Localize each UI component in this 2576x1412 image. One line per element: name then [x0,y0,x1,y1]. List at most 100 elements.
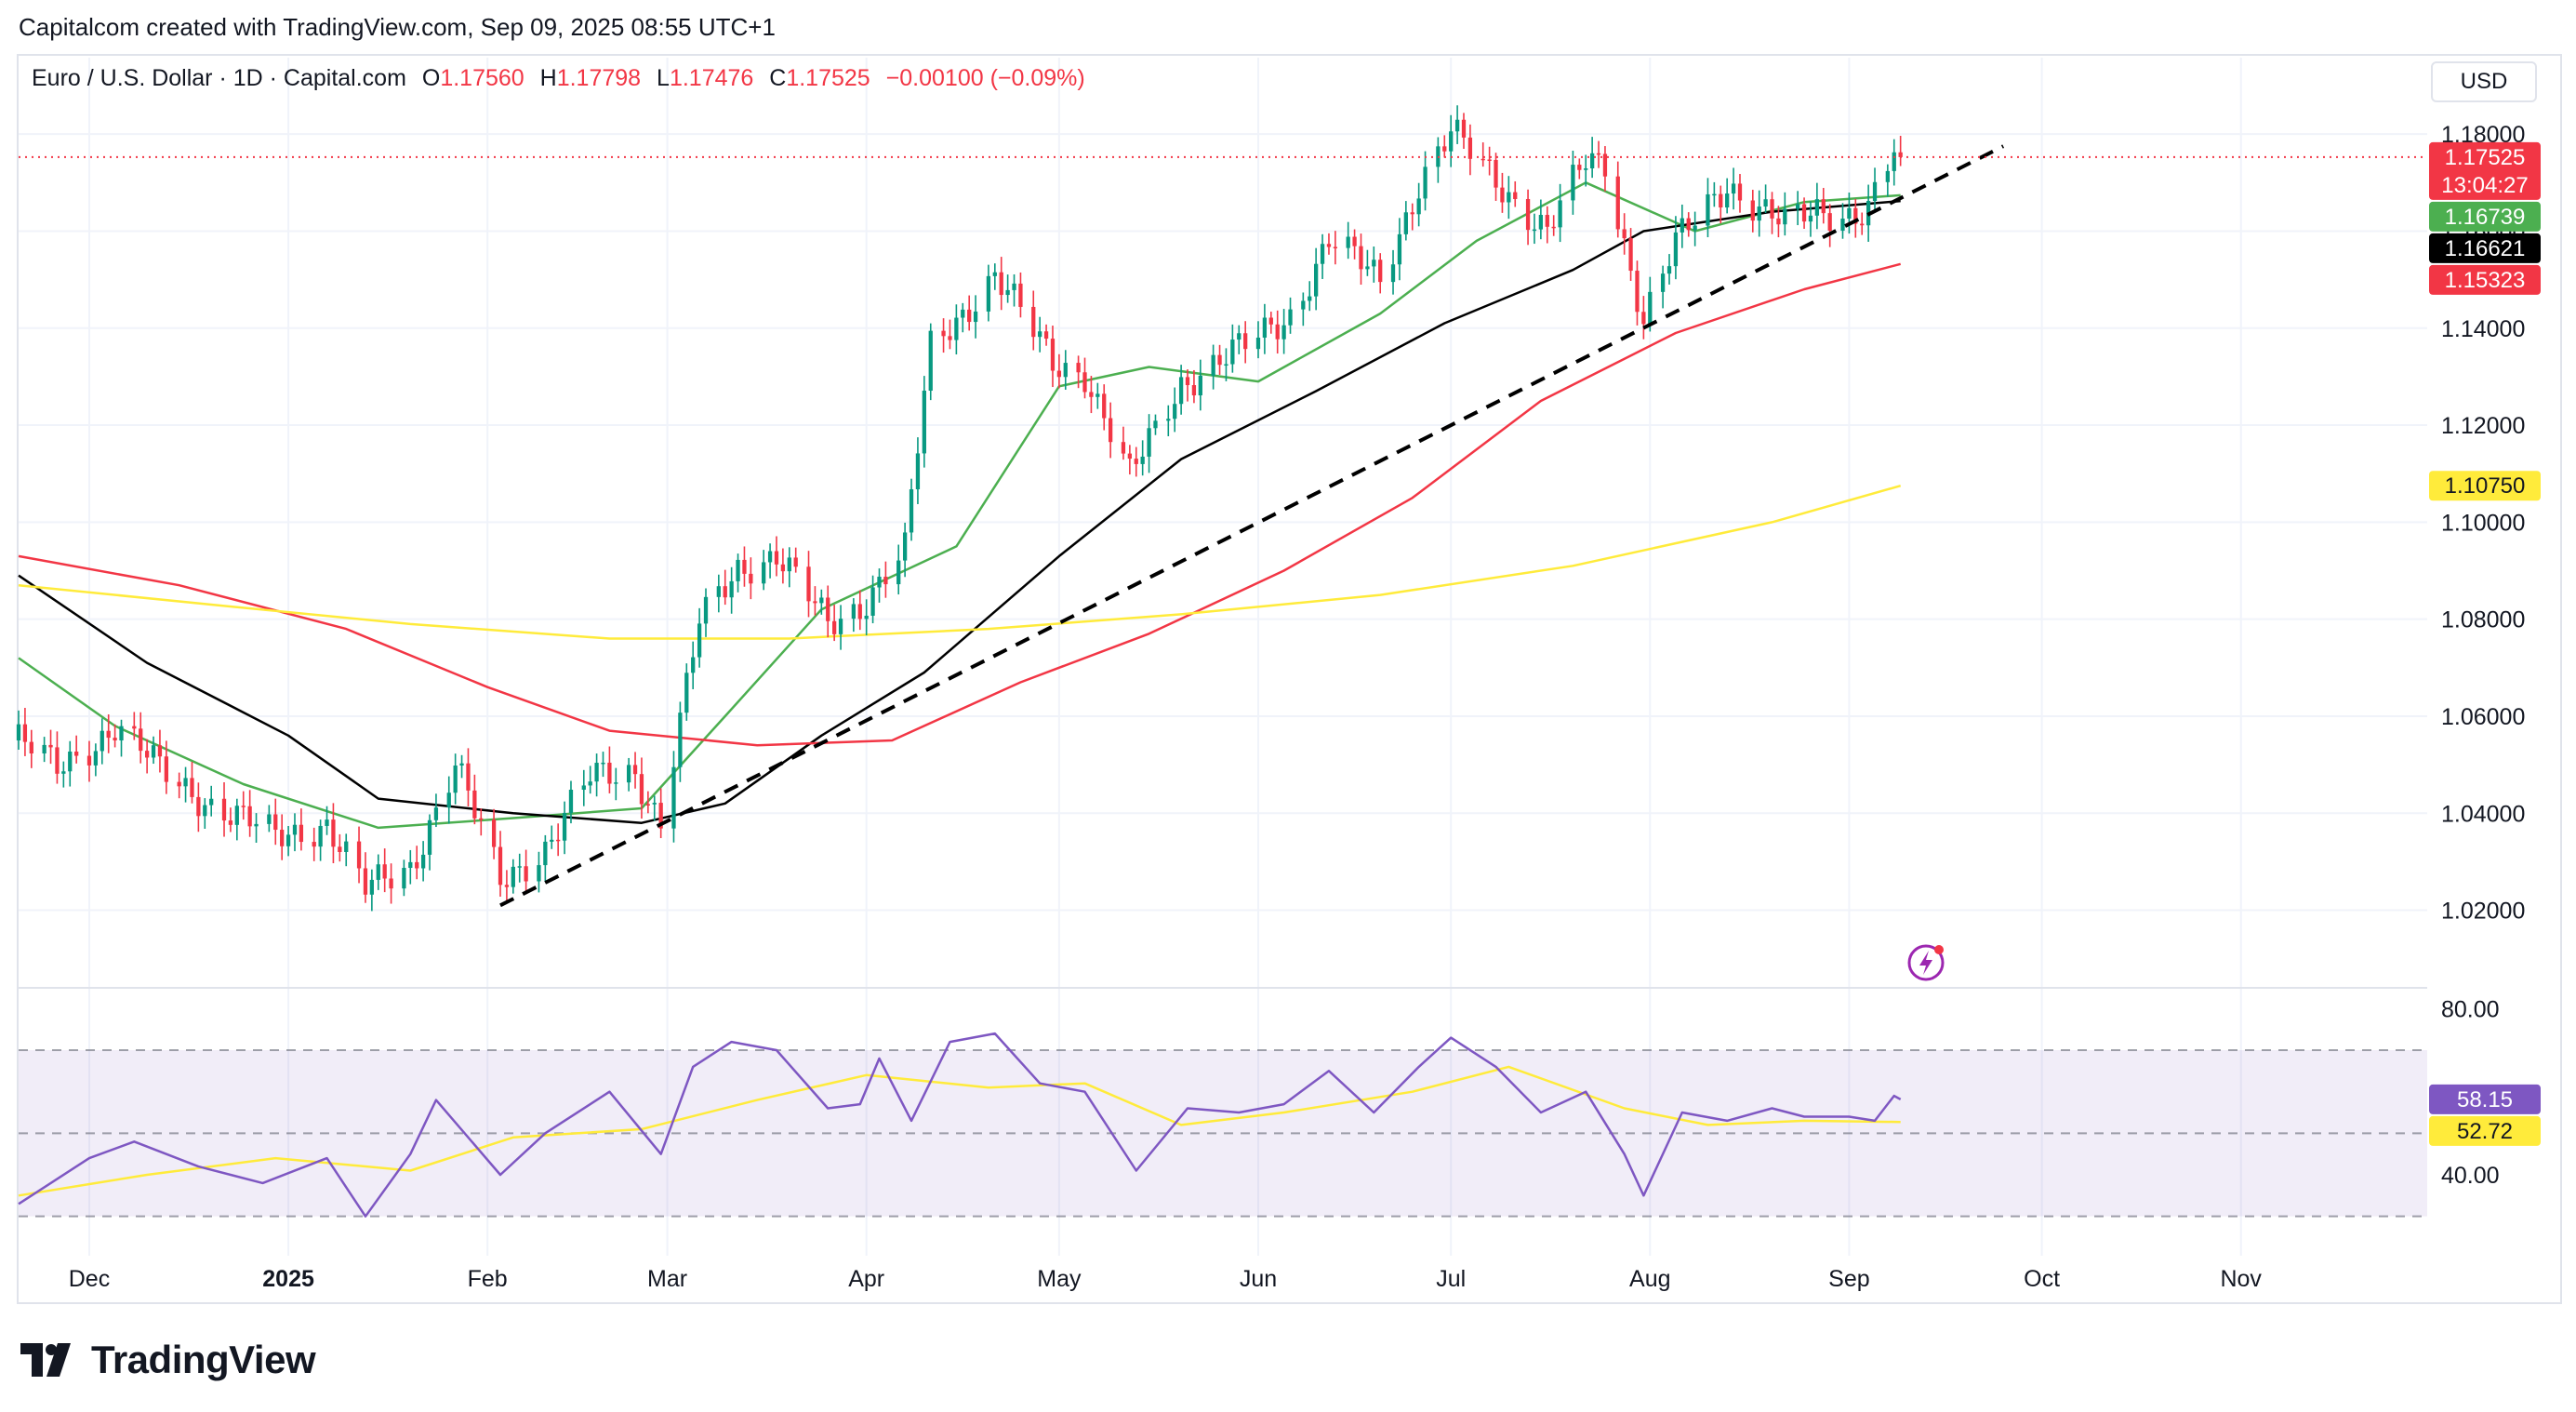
candle-body [1719,193,1723,208]
candle-body [986,275,991,312]
legend-low-label: L [657,65,670,91]
price-badge-value: 1.16739 [2445,205,2526,230]
candle-body [1217,354,1222,366]
brand-name: TradingView [91,1338,316,1381]
chart-legend: Euro / U.S. Dollar · 1D · Capital.com O1… [32,65,1085,92]
legend-low-value: 1.17476 [669,65,754,91]
candle-body [1134,459,1138,464]
candle-body [1191,385,1197,396]
candle-body [285,834,291,846]
candle-body [684,673,689,713]
rsi-badge-value: 58.15 [2457,1087,2513,1112]
candle-body [1063,363,1068,378]
candle-body [922,391,926,454]
candle-body [177,781,181,787]
candle-body [1821,199,1826,214]
candle-body [556,839,561,842]
candle-body [1410,212,1414,215]
candle-body [1449,131,1454,152]
candle-body [433,807,439,820]
candle-body [498,846,503,886]
candle-body [459,763,464,766]
candle-body [1243,333,1248,350]
candle-body [928,330,933,392]
candle-body [157,745,163,757]
candle-body [338,846,342,853]
candle-body [389,878,393,889]
candle-body [241,806,246,807]
candle-body [453,766,458,793]
candle-body [537,865,541,882]
candle-body [1808,215,1813,222]
candle-body [267,814,272,824]
rsi-badge-box [2429,1115,2541,1146]
candle-body [658,803,663,829]
candle-body [479,818,484,820]
y-axis-tick-label: 1.04000 [2441,801,2525,827]
candle-body [1628,238,1633,272]
lightning-icon[interactable] [1907,944,1945,981]
candle-body [857,604,862,619]
candle-body [813,601,817,604]
candle-body [61,771,66,774]
price-badge-box [2429,471,2541,501]
candle-body [427,819,432,855]
candle-body [762,562,766,584]
moving-average-1 [18,181,1901,830]
legend-close-value: 1.17525 [786,65,870,91]
price-badge: 1.10750 [2429,471,2541,501]
tradingview-logo[interactable]: TradingView [20,1332,316,1388]
candle-body [1872,181,1878,202]
x-axis-tick-label: Oct [2024,1266,2060,1292]
candle-body [228,820,233,825]
candle-body [144,751,150,758]
price-badge: 1.17525 13:04:27 [2429,141,2541,200]
legend-high-value: 1.17798 [556,65,642,91]
candle-body [1043,331,1049,340]
candle-body [1275,324,1280,340]
candle-body [749,573,753,584]
candle-body [1140,456,1145,464]
candle-body [420,854,426,869]
candle-body [1507,192,1511,203]
candle-body [1127,453,1132,460]
candle-body [723,586,727,598]
candle-body [1230,340,1235,365]
candle-body [1577,165,1582,170]
candle-body [1731,183,1736,194]
candle-body [948,336,952,340]
candle-body [607,762,612,784]
x-axis-tick-label: 2025 [262,1266,314,1292]
candle-body [273,814,278,831]
legend-symbol: Euro / U.S. Dollar · 1D · Capital.com [32,65,406,91]
candle-body [1532,229,1537,232]
candle-body [1268,317,1273,325]
candle-body [588,781,592,786]
currency-selector[interactable]: USD [2431,61,2537,102]
candle-body [247,806,252,827]
candle-body [1378,260,1383,283]
candle-body [234,806,239,825]
candle-body [86,755,92,766]
candle-body [961,309,965,318]
candle-body [1840,219,1845,231]
candle-body [691,657,696,673]
candle-body [832,620,837,634]
candle-body [29,741,33,753]
candle-body [1153,420,1158,429]
x-axis-tick-label: Mar [647,1266,687,1292]
candle-body [1494,159,1498,188]
candle-body [1326,244,1332,247]
candle-body [1211,354,1215,376]
candle-body [1121,442,1126,454]
candle-body [196,796,201,817]
candle-body [1397,233,1402,265]
price-badge-box [2429,141,2541,200]
candle-body [1224,364,1228,366]
rsi-axis-tick-label: 80.00 [2441,996,2500,1022]
candle-body [543,841,548,866]
x-axis-tick-label: May [1037,1266,1082,1292]
candle-body [344,841,349,853]
candle-body [562,812,567,841]
